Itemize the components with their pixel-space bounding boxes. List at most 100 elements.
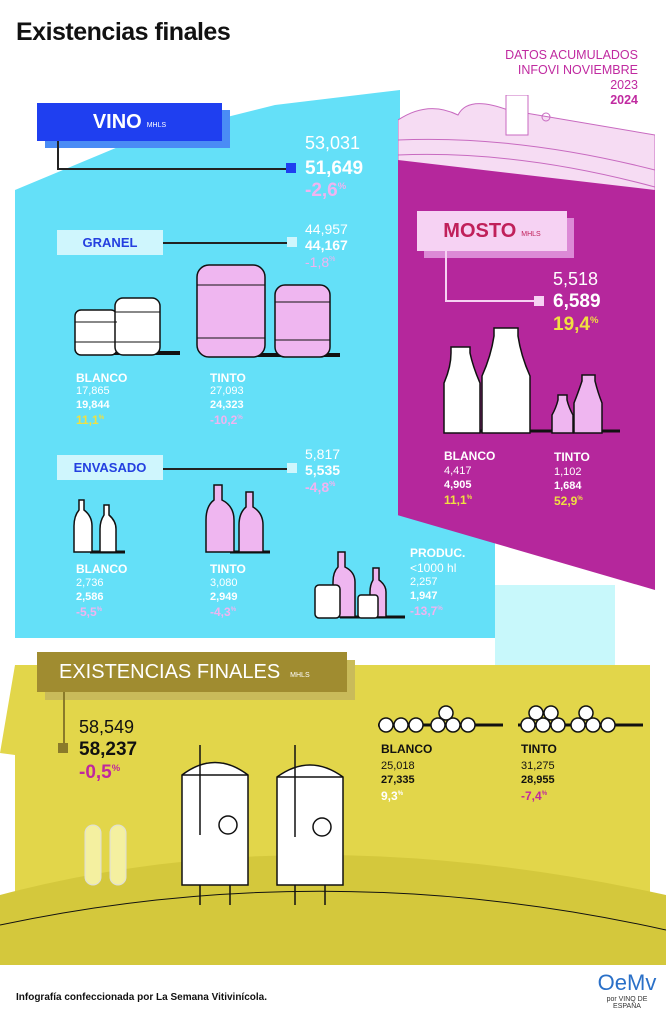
existencias-tinto-label: TINTO xyxy=(521,742,557,756)
pct: % xyxy=(96,607,103,613)
mosto-tinto-change: 52,9 xyxy=(554,494,578,508)
mosto-label: MOSTO MHLS xyxy=(417,211,567,251)
granel-blanco-prev: 17,865 xyxy=(76,385,110,397)
connector xyxy=(57,141,59,169)
existencias-tinto-change: -7,4 xyxy=(521,789,542,803)
legend-line2: INFOVI NOVIEMBRE xyxy=(517,63,638,77)
envasado-label: ENVASADO xyxy=(57,455,163,480)
existencias-blanco-change: 9,3 xyxy=(381,789,398,803)
pct: % xyxy=(397,791,404,797)
connector xyxy=(445,300,535,302)
mosto-blanco-label: BLANCO xyxy=(444,449,496,463)
barrels-illustration xyxy=(74,264,340,358)
pct: % xyxy=(237,415,243,421)
mosto-blanco-change: 11,1 xyxy=(444,493,467,507)
produc-label: PRODUC. xyxy=(410,546,466,560)
logo-subtext: por VINO DE ESPAÑA xyxy=(606,996,648,1010)
legend-line1: DATOS ACUMULADOS xyxy=(505,48,638,62)
vino-change: -2,6 xyxy=(305,180,338,201)
envasado-marker xyxy=(287,463,297,473)
legend-year-prev: 2023 xyxy=(610,78,638,92)
granel-curr: 44,167 xyxy=(305,237,348,253)
mosto-tinto-curr: 1,684 xyxy=(554,480,582,492)
mosto-prev: 5,518 xyxy=(553,269,599,289)
existencias-change: -0,5 xyxy=(79,762,112,783)
connector xyxy=(163,242,288,244)
pct: % xyxy=(230,607,237,613)
envasado-blanco-change: -5,5 xyxy=(76,605,97,619)
mosto-tinto-label: TINTO xyxy=(554,450,590,464)
mosto-change: 19,4 xyxy=(553,314,590,335)
envasado-change: -4,8 xyxy=(305,479,330,495)
page-title: Existencias finales xyxy=(16,18,231,46)
mosto-unit: MHLS xyxy=(521,230,541,238)
existencias-title: EXISTENCIAS FINALES xyxy=(59,660,281,683)
granel-marker xyxy=(287,237,297,247)
granel-title: GRANEL xyxy=(82,235,138,250)
envasado-tinto-label: TINTO xyxy=(210,562,246,576)
pct: % xyxy=(466,495,473,501)
mosto-tinto-prev: 1,102 xyxy=(554,466,582,478)
envasado-prev: 5,817 xyxy=(305,446,341,462)
mosto-blanco-prev: 4,417 xyxy=(444,465,472,477)
connector xyxy=(163,468,288,470)
background-bottles-illustration xyxy=(495,585,615,675)
envasado-blanco-prev: 2,736 xyxy=(76,577,104,589)
produc-curr: 1,947 xyxy=(410,590,438,602)
granel-label: GRANEL xyxy=(57,230,163,255)
legend: DATOS ACUMULADOS INFOVI NOVIEMBRE 2023 2… xyxy=(505,48,638,108)
vino-marker xyxy=(286,163,296,173)
granel-blanco-curr: 19,844 xyxy=(76,399,110,411)
produc-sublabel: <1000 hl xyxy=(410,561,457,575)
oemv-logo: OeMv por VINO DE ESPAÑA xyxy=(592,970,662,1011)
vino-unit: MHLS xyxy=(146,121,167,129)
connector xyxy=(63,692,65,747)
existencias-blanco-prev: 25,018 xyxy=(381,760,415,772)
footer-credit: Infografía confeccionada por La Semana V… xyxy=(16,992,267,1003)
granel-tinto-curr: 24,323 xyxy=(210,399,244,411)
pct: % xyxy=(541,791,548,797)
connector xyxy=(445,251,447,301)
pct: % xyxy=(337,181,347,192)
granel-tinto-change: -10,2 xyxy=(210,413,238,427)
existencias-marker xyxy=(58,743,68,753)
produc-change: -13,7 xyxy=(410,604,438,618)
existencias-curr: 58,237 xyxy=(79,739,138,760)
barrel-stacks-illustration xyxy=(378,705,643,733)
envasado-tinto-curr: 2,949 xyxy=(210,591,238,603)
granel-blanco-change: 11,1 xyxy=(76,413,99,427)
existencias-label: EXISTENCIAS FINALES MHLS xyxy=(37,652,347,692)
existencias-tinto-curr: 28,955 xyxy=(521,774,555,786)
bottles-illustration xyxy=(73,484,405,619)
connector xyxy=(57,168,287,170)
mosto-blanco-curr: 4,905 xyxy=(444,479,472,491)
envasado-title: ENVASADO xyxy=(73,460,147,475)
legend-year-curr: 2024 xyxy=(610,93,638,107)
produc-prev: 2,257 xyxy=(410,576,438,588)
granel-tinto-prev: 27,093 xyxy=(210,385,244,397)
mosto-marker xyxy=(534,296,544,306)
vino-curr: 51,649 xyxy=(305,158,364,179)
vino-label: VINO MHLS xyxy=(37,103,222,141)
existencias-tinto-prev: 31,275 xyxy=(521,760,555,772)
pct: % xyxy=(111,763,121,774)
envasado-blanco-curr: 2,586 xyxy=(76,591,104,603)
envasado-blanco-label: BLANCO xyxy=(76,562,128,576)
granel-blanco-label: BLANCO xyxy=(76,371,128,385)
vino-prev: 53,031 xyxy=(305,133,361,153)
mosto-curr: 6,589 xyxy=(553,291,601,312)
mosto-title: MOSTO xyxy=(443,219,517,242)
vino-title: VINO xyxy=(92,110,142,133)
logo-text: OeMv xyxy=(597,970,657,995)
pct: % xyxy=(98,415,105,421)
granel-tinto-label: TINTO xyxy=(210,371,246,385)
existencias-blanco-label: BLANCO xyxy=(381,742,433,756)
granel-prev: 44,957 xyxy=(305,221,348,237)
pct: % xyxy=(589,315,599,326)
granel-change: -1,8 xyxy=(305,254,330,270)
existencias-blanco-curr: 27,335 xyxy=(381,774,415,786)
envasado-curr: 5,535 xyxy=(305,462,341,478)
existencias-unit: MHLS xyxy=(290,671,310,679)
tanks-illustration xyxy=(181,745,344,905)
pct: % xyxy=(329,256,336,263)
